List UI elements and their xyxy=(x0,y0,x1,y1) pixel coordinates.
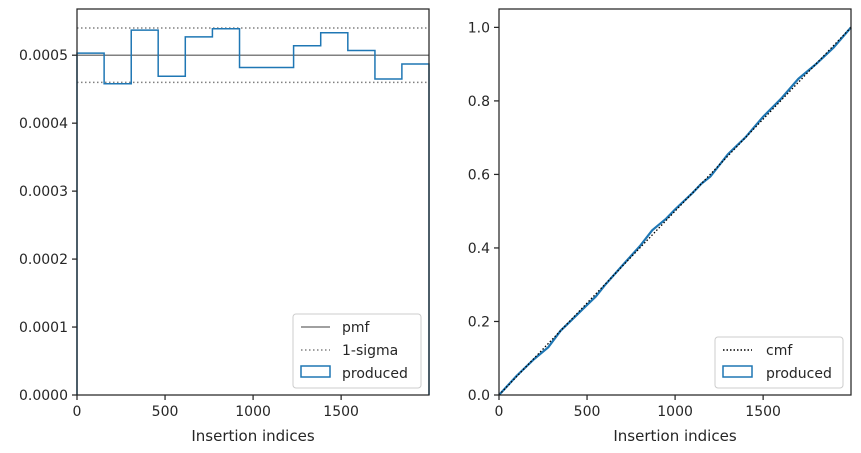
left-marks xyxy=(76,27,430,395)
left-y-tick-label: 0.0004 xyxy=(19,116,68,132)
left-y-tick-label: 0.0005 xyxy=(19,48,68,64)
right-marks xyxy=(498,26,852,396)
left-y-tick-label: 0.0002 xyxy=(19,252,68,268)
left-chart: 0 500 1000 1500 0.00000.00010.00020.00030.0… xyxy=(19,8,430,445)
right-x-axis-label: Insertion indices xyxy=(613,427,736,445)
legend-sigma-label: 1-sigma xyxy=(342,343,398,359)
left-x-tick-label: 500 xyxy=(152,404,179,420)
produced-step-histogram xyxy=(76,27,430,395)
right-legend-box xyxy=(714,336,844,389)
produced-cdf-line xyxy=(498,26,852,396)
left-y-tick-label: 0.0000 xyxy=(19,388,68,404)
right-y-tick-label: 0.2 xyxy=(468,314,490,330)
left-x-tick-label: 0 xyxy=(73,404,82,420)
right-y-ticks: 0.0 0.2 0.4 0.6 0.8 1.0 xyxy=(468,20,499,404)
left-legend: pmf 1-sigma produced xyxy=(292,313,422,389)
right-x-tick-label: 1500 xyxy=(745,404,781,420)
left-x-tick-label: 1500 xyxy=(323,404,359,420)
legend-produced-swatch xyxy=(300,365,331,378)
right-x-ticks: 0 500 1000 1500 xyxy=(495,395,781,420)
right-y-tick-label: 0.8 xyxy=(468,94,490,110)
right-y-tick-label: 0.6 xyxy=(468,167,490,183)
legend-produced-label: produced xyxy=(342,366,408,382)
legend-produced-cdf-label: produced xyxy=(766,366,832,382)
left-y-tick-label: 0.0001 xyxy=(19,320,68,336)
right-y-tick-label: 0.0 xyxy=(468,388,490,404)
right-plot-background xyxy=(499,9,851,395)
left-y-tick-label: 0.0003 xyxy=(19,184,68,200)
right-x-tick-label: 500 xyxy=(574,404,601,420)
legend-cmf-label: cmf xyxy=(766,343,793,359)
right-y-tick-label: 0.4 xyxy=(468,241,490,257)
right-chart: 0 500 1000 1500 0.0 0.2 0.4 0.6 0.8 1.0 Insertio… xyxy=(468,8,852,445)
left-legend-box xyxy=(292,313,422,389)
left-x-axis-label: Insertion indices xyxy=(191,427,314,445)
left-x-ticks: 0 500 1000 1500 xyxy=(73,395,359,420)
legend-produced-cdf-swatch xyxy=(722,365,753,378)
left-y-ticks: 0.0000 0.0001 0.0002 0.0003 0.0004 0.0005 xyxy=(19,48,77,404)
right-x-tick-label: 0 xyxy=(495,404,504,420)
cmf-line xyxy=(498,26,852,396)
right-legend: cmf produced xyxy=(714,336,844,389)
right-y-tick-label: 1.0 xyxy=(468,20,490,36)
right-x-tick-label: 1000 xyxy=(657,404,693,420)
left-x-tick-label: 1000 xyxy=(235,404,271,420)
legend-pmf-label: pmf xyxy=(342,320,371,336)
